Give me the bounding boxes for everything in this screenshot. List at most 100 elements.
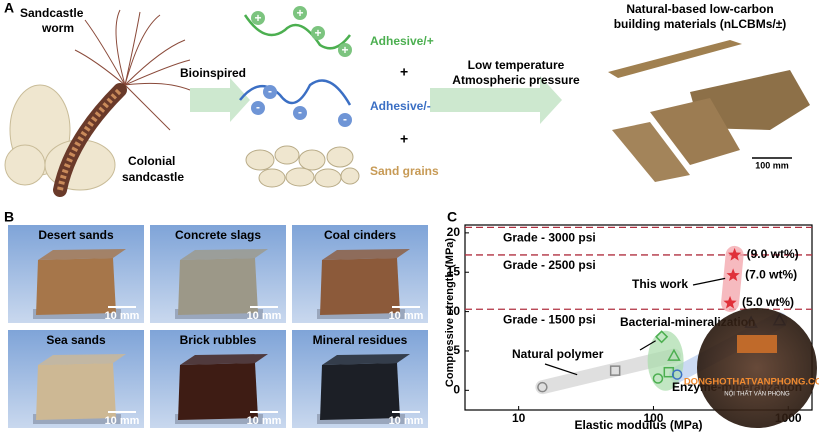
data-label: (5.0 wt%) xyxy=(742,295,794,309)
panel-c-frame xyxy=(464,224,813,411)
panel-label: B xyxy=(4,209,14,225)
point xyxy=(671,369,683,380)
scale-label: 10 mm xyxy=(105,310,140,322)
label: + xyxy=(400,64,408,80)
x-tick-label: 100 xyxy=(643,411,663,425)
charge-sign: - xyxy=(256,100,260,114)
annotation-arrow xyxy=(544,363,578,376)
point xyxy=(727,247,742,261)
label: sandcastle xyxy=(122,170,184,184)
label: worm xyxy=(41,21,74,35)
scale-label: 10 mm xyxy=(389,415,424,427)
x-tick-label: 10 xyxy=(512,411,526,425)
label: Colonial xyxy=(128,154,175,168)
x-axis-label: Elastic modulus (MPa) xyxy=(574,418,702,432)
sample-name: Sea sands xyxy=(46,333,106,347)
label: Adhesive/+ xyxy=(370,34,434,48)
charge xyxy=(338,43,352,57)
label: 100 mm xyxy=(755,160,789,170)
y-axis-label: Compressive strength (MPa) xyxy=(444,238,456,387)
charge xyxy=(293,6,307,20)
label: + xyxy=(400,131,408,147)
point xyxy=(537,381,548,393)
scale-label: 10 mm xyxy=(247,310,282,322)
sample-shadow xyxy=(33,414,121,424)
sample-name: Coal cinders xyxy=(324,228,396,242)
series-annotation: This work xyxy=(632,277,688,291)
sample-shadow xyxy=(175,309,263,319)
y-tick-label: 20 xyxy=(447,225,461,239)
charge-sign: + xyxy=(296,6,303,20)
sample-cube-top xyxy=(180,249,268,260)
sample-name: Brick rubbles xyxy=(180,333,257,347)
y-tick-label: 0 xyxy=(453,382,460,396)
point xyxy=(652,373,664,384)
label: Adhesive/- xyxy=(370,99,431,113)
sample-cube-top xyxy=(322,249,410,260)
series-annotation: Natural polymer xyxy=(512,347,604,361)
charge-sign: - xyxy=(268,84,272,98)
label: Sand grains xyxy=(370,164,439,178)
sample-shadow xyxy=(33,309,121,319)
label: Low temperature xyxy=(468,58,565,72)
sample-name: Concrete slags xyxy=(175,228,261,242)
region xyxy=(647,330,684,391)
point xyxy=(726,268,740,282)
charge xyxy=(338,113,352,127)
panel-label: A xyxy=(4,0,14,16)
sample-cube-top xyxy=(38,354,126,365)
watermark-badge xyxy=(697,308,817,428)
sample-cube xyxy=(36,363,116,420)
sample-cube-top xyxy=(322,354,410,365)
y-tick-label: 10 xyxy=(447,304,461,318)
sample-name: Desert sands xyxy=(38,228,114,242)
scale-label: 10 mm xyxy=(389,310,424,322)
charge xyxy=(263,85,277,99)
charge-sign: + xyxy=(254,11,261,25)
charge xyxy=(311,26,325,40)
panel-a-art xyxy=(4,9,810,197)
label: building materials (nLCBMs/±) xyxy=(614,17,787,31)
reference-label: Grade - 3000 psi xyxy=(503,231,596,245)
charge-sign: - xyxy=(298,105,302,119)
charge xyxy=(293,106,307,120)
charge-sign: + xyxy=(314,26,321,40)
point xyxy=(723,295,737,309)
sample-cube xyxy=(320,258,400,315)
label: Atmospheric pressure xyxy=(452,73,580,87)
sample-cube xyxy=(36,258,116,315)
sample-name: Mineral residues xyxy=(313,333,408,347)
reference-label: Grade - 1500 psi xyxy=(503,312,596,326)
scale-label: 10 mm xyxy=(247,415,282,427)
point xyxy=(655,330,669,344)
sample-cube xyxy=(178,258,258,315)
y-tick-label: 15 xyxy=(447,264,461,278)
sample-cube-top xyxy=(38,249,126,260)
panel-label: C xyxy=(447,209,457,225)
watermark-icon xyxy=(737,335,777,353)
charge xyxy=(251,101,265,115)
sample-shadow xyxy=(317,309,405,319)
data-label: (7.0 wt%) xyxy=(745,268,797,282)
label: Natural-based low-carbon xyxy=(626,2,773,16)
charge-sign: + xyxy=(341,43,348,57)
sample-shadow xyxy=(317,414,405,424)
label: Bioinspired xyxy=(180,66,246,80)
data-label: (9.0 wt%) xyxy=(747,247,799,261)
annotation-arrow xyxy=(639,340,656,351)
label: Sandcastle xyxy=(20,6,84,20)
charge-sign: - xyxy=(343,112,347,126)
scale-label: 10 mm xyxy=(105,415,140,427)
watermark-text: DONGHOTHATVANPHONG.COM xyxy=(684,377,819,388)
y-tick-label: 5 xyxy=(453,343,460,357)
sample-cube xyxy=(178,363,258,420)
point xyxy=(609,365,621,376)
watermark-text: NỘI THẤT VĂN PHÒNG xyxy=(724,391,790,398)
sample-cube xyxy=(320,363,400,420)
charge xyxy=(251,11,265,25)
point xyxy=(667,348,681,361)
sample-cube-top xyxy=(180,354,268,365)
reference-label: Grade - 2500 psi xyxy=(503,258,596,272)
annotation-arrow xyxy=(692,277,726,286)
